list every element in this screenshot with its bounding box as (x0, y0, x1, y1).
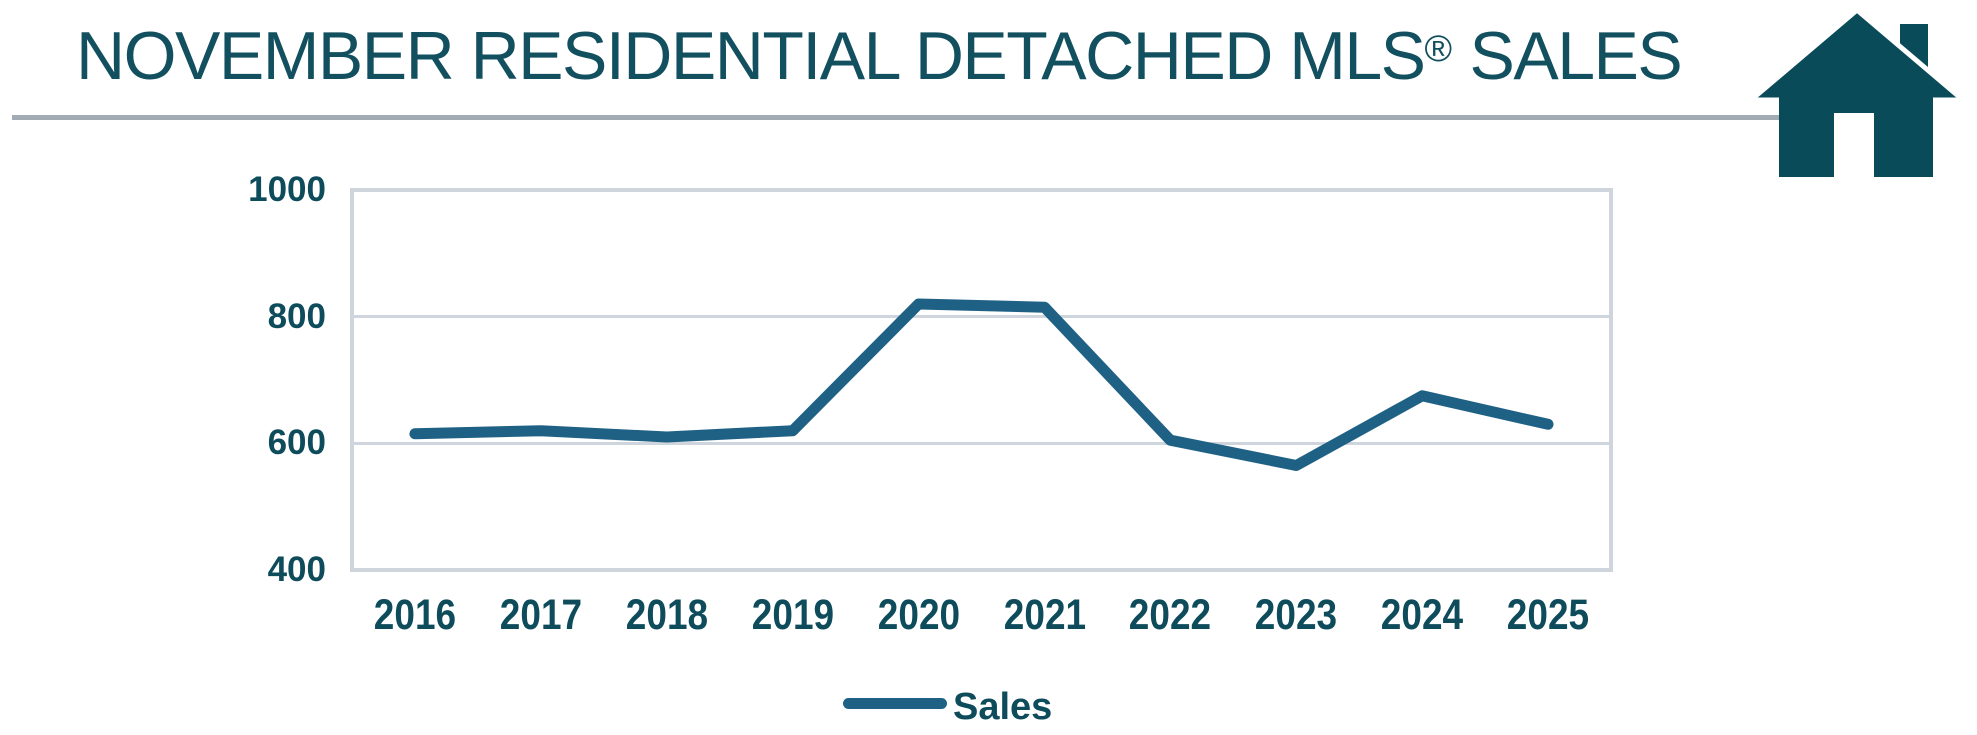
y-axis-label: 600 (267, 423, 326, 463)
x-axis-label: 2021 (1003, 591, 1086, 639)
legend-line-swatch (843, 698, 947, 709)
x-axis-label: 2020 (877, 591, 960, 639)
x-axis-label: 2016 (373, 591, 457, 639)
registered-trademark-symbol: ® (1424, 27, 1453, 70)
house-icon (1748, 7, 1966, 177)
y-axis-label: 800 (267, 296, 326, 336)
x-axis-label: 2023 (1255, 591, 1338, 639)
page-title: NOVEMBER RESIDENTIAL DETACHED MLS® SALES (76, 22, 1683, 90)
x-axis-label: 2018 (625, 591, 708, 639)
y-axis-label: 1000 (248, 170, 326, 209)
plot-area (350, 188, 1613, 572)
x-axis-label: 2024 (1380, 591, 1464, 639)
title-divider (12, 115, 1781, 120)
sales-line (409, 298, 1554, 471)
title-tail: SALES (1452, 18, 1682, 94)
x-axis-label: 2022 (1129, 591, 1212, 639)
y-axis-label: 400 (267, 550, 326, 589)
gridline (354, 315, 1609, 319)
legend-label: Sales (953, 686, 1053, 728)
title-main: NOVEMBER RESIDENTIAL DETACHED MLS (76, 18, 1426, 94)
x-axis-label: 2019 (751, 591, 834, 639)
x-axis-label: 2025 (1506, 591, 1590, 639)
house-door (1834, 113, 1874, 177)
x-axis-label: 2017 (499, 591, 582, 639)
gridline (354, 441, 1609, 445)
